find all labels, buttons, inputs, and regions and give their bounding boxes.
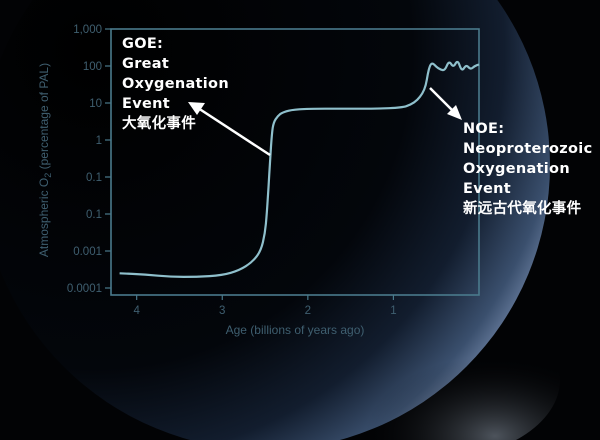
x-tick-label: 1 — [390, 305, 396, 317]
goe-line: GOE: — [122, 36, 164, 52]
goe-line: Event — [122, 96, 170, 112]
noe-line: Oxygenation — [463, 161, 570, 177]
goe-line: Oxygenation — [122, 76, 229, 92]
earth-surface-glow — [300, 300, 560, 440]
noe-line-chinese: 新远古代氧化事件 — [463, 201, 582, 217]
y-tick-label: 1 — [96, 135, 102, 147]
goe-line: Great — [122, 56, 170, 72]
noe-line: NOE: — [463, 121, 505, 137]
noe-line: Event — [463, 181, 511, 197]
y-tick-label: 0.1 — [86, 209, 102, 221]
noe-annotation: NOE: Neoproterozoic Oxygenation Event 新远… — [463, 119, 592, 219]
plot-frame — [110, 28, 480, 296]
y-tick-label: 0.1 — [86, 172, 102, 184]
series-line-o2 — [119, 60, 480, 278]
y-axis-label: Atmospheric O2 (percentage of PAL) — [37, 63, 53, 257]
noe-line: Neoproterozoic — [463, 141, 593, 157]
goe-line-chinese: 大氧化事件 — [122, 116, 196, 132]
goe-arrow — [188, 102, 271, 157]
noe-arrow — [429, 87, 462, 120]
y-tick-label: 100 — [83, 61, 102, 73]
x-tick-label: 3 — [219, 305, 225, 317]
x-axis-label: Age (billions of years ago) — [226, 323, 365, 337]
x-tick-label: 2 — [305, 305, 311, 317]
x-tick-label: 4 — [133, 305, 140, 317]
y-tick-label: 10 — [89, 98, 102, 110]
y-tick-label: 0.0001 — [67, 283, 102, 295]
y-tick-label: 1,000 — [73, 24, 102, 36]
goe-annotation: GOE: Great Oxygenation Event 大氧化事件 — [122, 34, 229, 134]
y-tick-label: 0.001 — [73, 246, 102, 258]
